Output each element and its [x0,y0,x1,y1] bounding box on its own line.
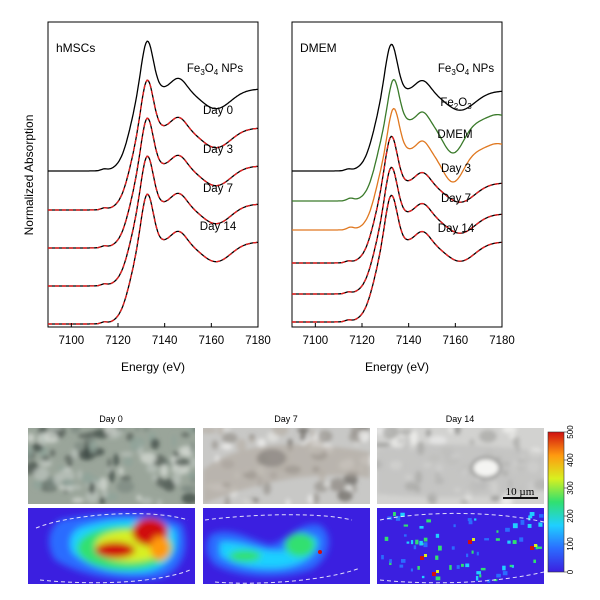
panel-label-hmscs: hMSCs [56,41,95,55]
series-label-day-3: Day 3 [441,163,471,175]
traces-dmem [292,43,503,323]
x-tick-label: 7160 [199,335,225,347]
x-axis-label-dmem: Energy (eV) [365,360,429,374]
x-tick-label: 7140 [152,335,178,347]
series-label-day-7: Day 7 [441,193,471,205]
series-label-dmem: DMEM [437,129,472,141]
fit-day-3 [292,135,502,264]
trace-day-14 [292,194,502,323]
x-tick-label: 7100 [303,335,329,347]
x-tick-label: 7100 [59,335,85,347]
fit-day-0 [48,79,258,211]
heatmap-day-14 [377,508,544,584]
x-tick-label: 7160 [443,335,469,347]
fit-day-14 [292,194,502,323]
colorbar-tick-label: 0 [566,569,575,574]
x-tick-label: 7180 [489,335,515,347]
series-label-day-14: Day 14 [438,223,475,235]
trace-fe3o4-nps [292,43,502,172]
colorbar-tick-label: 200 [566,509,575,523]
colorbar-tick-label: 300 [566,481,575,495]
heatmap-day-7 [203,508,370,584]
series-label-fe3o4-nps: Fe3O4 NPs [438,63,494,77]
panel-title-day-14: Day 14 [446,414,475,424]
trace-dmem [292,107,503,231]
fit-day-14 [48,193,258,325]
colorbar-ticks: 0 100 200 300 400 500 [564,425,575,574]
plot-frame-hmscs [47,21,259,328]
panel-label-dmem: DMEM [300,41,337,55]
colorbar: 0 100 200 300 400 500 [547,425,575,574]
fit-day-7 [292,166,502,295]
series-label-fe2o3: Fe2O3 [440,97,472,111]
panel-title-day-0: Day 0 [99,414,123,424]
plot-frame-dmem [291,21,503,328]
panel-title-day-7: Day 7 [274,414,298,424]
fit-day-3 [48,117,258,249]
traces-hmscs [48,40,258,325]
heatmap-day-0 [28,508,195,584]
colorbar-gradient [547,431,565,573]
colorbar-tick-label: 400 [566,453,575,467]
micrograph-day-14 [377,428,544,504]
series-label-day-3: Day 3 [203,144,233,156]
x-tick-label: 7180 [245,335,271,347]
xanes-panel-hmscs: hMSCs Fe3O4 NPs Day 0 Day 3 Day 7 Day 14 710… [22,21,271,374]
scale-bar-label: 10 µm [506,486,535,498]
micrograph-day-7 [203,428,370,504]
trace-fe3o4-nps [48,40,258,172]
fit-day-7 [48,155,258,287]
colorbar-tick-label: 500 [566,425,575,439]
series-label-fe3o4-nps: Fe3O4 NPs [187,63,243,77]
x-tick-label: 7120 [105,335,131,347]
series-labels-hmscs: Fe3O4 NPs Day 0 Day 3 Day 7 Day 14 [187,63,243,233]
imaging-panels: Day 0 Day 7 Day 14 10 µm [28,414,575,584]
series-label-day-0: Day 0 [203,105,233,117]
y-axis-label: Normalized Absorption [22,115,36,236]
series-label-day-14: Day 14 [200,221,237,233]
trace-fe2o3 [292,78,503,202]
scale-bar: 10 µm [503,486,538,499]
micrograph-day-0 [28,428,195,504]
series-label-day-7: Day 7 [203,183,233,195]
x-tick-label: 7120 [349,335,375,347]
series-labels-dmem: Fe3O4 NPs Fe2O3 DMEM Day 3 Day 7 Day 14 [437,63,494,235]
x-axis-label-hmscs: Energy (eV) [121,360,185,374]
x-axis-ticks-hmscs: 7100 7120 7140 7160 7180 [59,323,271,347]
x-axis-ticks-dmem: 7100 7120 7140 7160 7180 [303,323,515,347]
x-tick-label: 7140 [396,335,422,347]
colorbar-tick-label: 100 [566,537,575,551]
